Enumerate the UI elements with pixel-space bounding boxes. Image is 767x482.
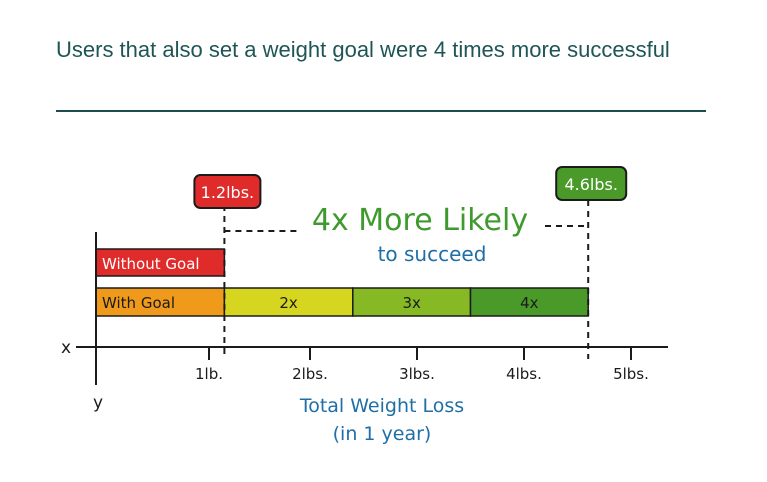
annotation-main: 4x More Likely [312,203,528,238]
title-divider [56,110,706,112]
page-title: Users that also set a weight goal were 4… [56,37,670,62]
bar-label-with-goal: With Goal [102,294,175,312]
annotation-sub: to succeed [378,242,487,266]
x-axis-sublabel: (in 1 year) [333,423,432,445]
x-axis-symbol: x [61,338,71,358]
x-tick-label-5: 5lbs. [613,365,649,383]
segment-label-3x: 3x [402,294,421,312]
badge-label-without-goal: 1.2lbs. [201,183,254,202]
x-tick-label-2: 2lbs. [292,365,328,383]
segment-label-4x: 4x [520,294,539,312]
bar-segment-2x [223,287,354,317]
badge-without-goal [193,174,262,209]
bar-label-without-goal: Without Goal [102,255,200,273]
x-tick-label-1: 1lb. [195,365,223,383]
badge-label-with-goal: 4.6lbs. [564,175,617,194]
x-tick-label-3: 3lbs. [399,365,435,383]
x-axis-label: Total Weight Loss [299,395,464,417]
segment-label-2x: 2x [279,294,298,312]
badge-with-goal [555,166,628,201]
x-tick-label-4: 4lbs. [506,365,542,383]
bar-segment-3x [352,287,472,317]
bar-segment-4x [469,287,589,317]
bar-without-goal [95,248,226,277]
y-axis-symbol: y [93,393,103,413]
